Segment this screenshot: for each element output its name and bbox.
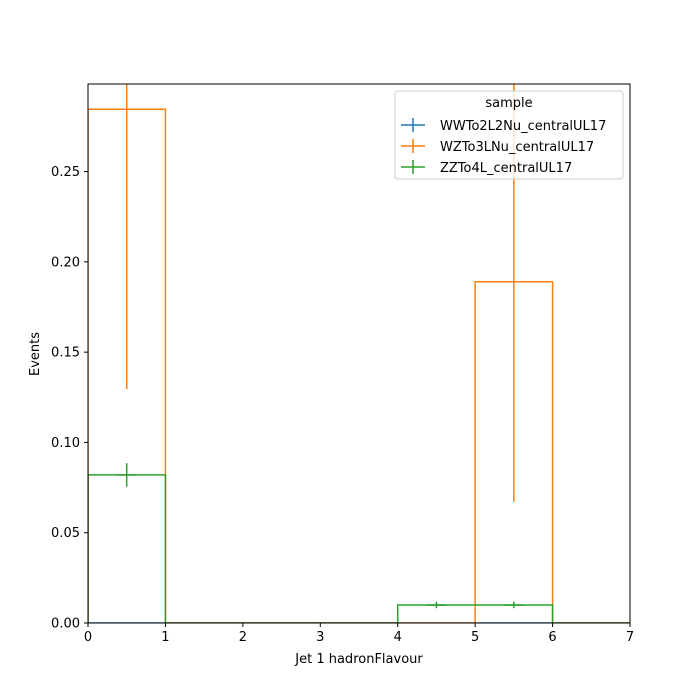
y-tick-label: 0.25 xyxy=(51,165,80,180)
legend-title: sample xyxy=(485,96,532,111)
y-tick-label: 0.05 xyxy=(51,526,80,541)
series-3 xyxy=(88,463,630,623)
x-tick-label: 1 xyxy=(161,630,169,645)
x-tick-label: 3 xyxy=(316,630,324,645)
y-tick-label: 0.15 xyxy=(51,346,80,361)
y-tick-label: 0.10 xyxy=(51,436,80,451)
y-axis-label: Events xyxy=(28,332,43,376)
x-tick-label: 6 xyxy=(548,630,556,645)
legend: sample WWTo2L2Nu_centralUL17 WZTo3LNu_cent… xyxy=(394,90,624,180)
legend-box xyxy=(394,90,624,180)
legend-entry: WWTo2L2Nu_centralUL17 xyxy=(440,119,606,134)
x-tick-label: 4 xyxy=(394,630,402,645)
legend-entry: WZTo3LNu_centralUL17 xyxy=(440,140,594,155)
x-tick-label: 0 xyxy=(84,630,92,645)
x-tick-label: 5 xyxy=(471,630,479,645)
series-step-line xyxy=(88,474,630,623)
legend-entry: ZZTo4L_centralUL17 xyxy=(440,161,572,176)
y-tick-label: 0.20 xyxy=(51,255,80,270)
x-tick-label: 7 xyxy=(626,630,634,645)
x-tick-label: 2 xyxy=(239,630,247,645)
series-step-line xyxy=(88,108,630,623)
y-tick-label: 0.00 xyxy=(51,617,80,632)
axes-layer: 0 1 2 3 4 5 6 7 0.00 0.05 0.10 0.15 0.20 0.25 xyxy=(51,83,634,645)
x-axis-label: Jet 1 hadronFlavour xyxy=(294,652,423,667)
axes-frame xyxy=(87,83,631,624)
